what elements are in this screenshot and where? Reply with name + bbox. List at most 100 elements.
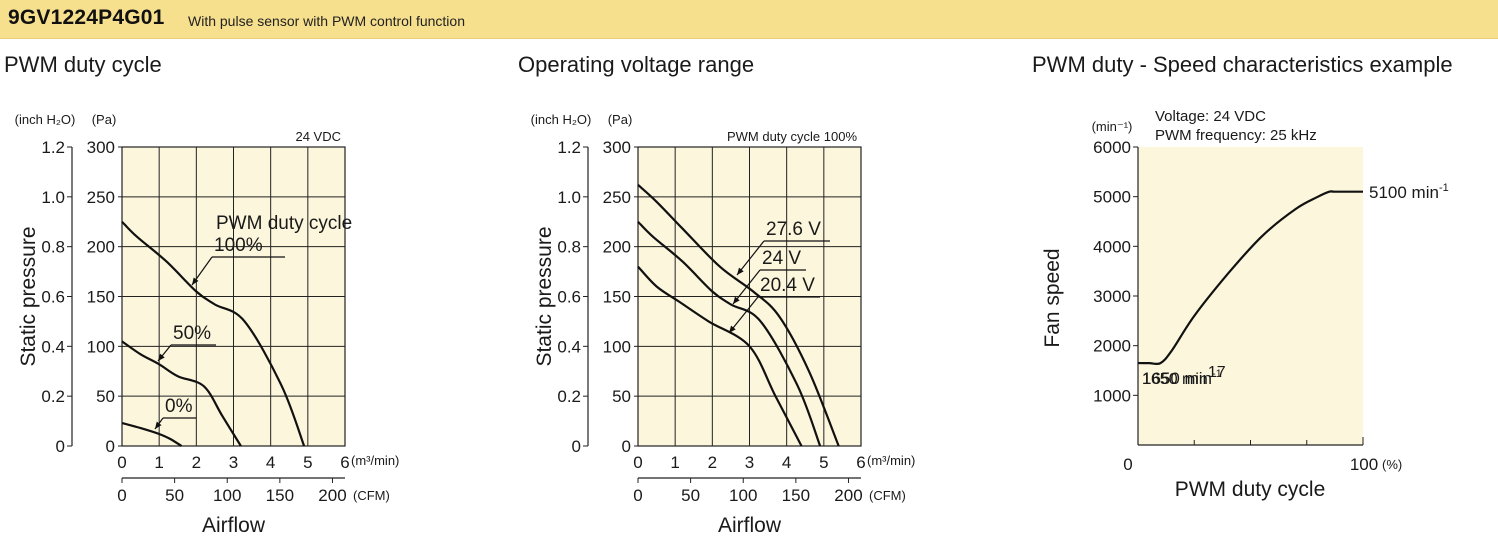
chart1-y2tick-label: 0.6 bbox=[41, 288, 65, 307]
chart3-xlabel: PWM duty cycle bbox=[1175, 478, 1326, 501]
chart2-y-unit: (Pa) bbox=[608, 112, 633, 127]
chart3-ytick-label: 6000 bbox=[1093, 138, 1131, 157]
chart1-ytick-label: 50 bbox=[96, 387, 115, 406]
chart1-xtick-label: 3 bbox=[229, 453, 238, 472]
chart1-x2tick-label: 0 bbox=[117, 486, 126, 505]
chart1-xtick-label: 1 bbox=[154, 453, 163, 472]
chart3-xtick-label-100: 100 bbox=[1350, 455, 1378, 474]
chart2-y2tick-label: 0 bbox=[572, 437, 581, 456]
chart2-series-2-line bbox=[637, 265, 803, 447]
chart2-arrow-0 bbox=[736, 240, 765, 276]
chart2-arrow-1-head bbox=[733, 296, 740, 304]
chart1-x2tick-label: 100 bbox=[213, 486, 241, 505]
chart1-ytick-label: 150 bbox=[87, 288, 115, 307]
chart2-series-1-line bbox=[637, 220, 822, 447]
chart3-ytick-label: 3000 bbox=[1093, 287, 1131, 306]
model-description: With pulse sensor with PWM control funct… bbox=[188, 13, 465, 29]
chart1-xtick-label: 5 bbox=[303, 453, 312, 472]
chart3-xtick-label-0: 0 bbox=[1123, 455, 1132, 474]
chart2-arrow-2-head bbox=[729, 325, 736, 333]
chart1-condition: 24 VDC bbox=[295, 129, 341, 144]
chart2-condition: PWM duty cycle 100% bbox=[727, 129, 857, 144]
chart1-title: PWM duty cycle bbox=[4, 52, 162, 77]
chart2-y2tick-label: 0.6 bbox=[557, 288, 581, 307]
chart2-y2-unit: (inch H₂O) bbox=[531, 112, 592, 127]
chart2-y2tick-label: 0.8 bbox=[557, 238, 581, 257]
chart2-x2tick-label: 100 bbox=[729, 486, 757, 505]
chart2-xlabel: Airflow bbox=[718, 514, 782, 537]
chart1-y2tick-label: 1.0 bbox=[41, 188, 65, 207]
chart2-ylabel: Static pressure bbox=[533, 226, 556, 366]
chart2-ytick-label: 100 bbox=[603, 337, 631, 356]
chart3-ytick-label: 1000 bbox=[1093, 386, 1131, 405]
chart1-xtick-label: 2 bbox=[192, 453, 201, 472]
chart3-note-voltage: Voltage: 24 VDC bbox=[1155, 108, 1266, 125]
chart2-ytick-label: 50 bbox=[612, 387, 631, 406]
chart2-title: Operating voltage range bbox=[518, 52, 755, 77]
chart2-arrow-2 bbox=[728, 296, 759, 334]
chart2-xtick-label: 4 bbox=[782, 453, 791, 472]
chart1-ytick-label: 250 bbox=[87, 188, 115, 207]
model-number: 9GV1224P4G01 bbox=[8, 6, 165, 29]
chart2-xtick-label: 2 bbox=[708, 453, 717, 472]
chart1-label-50: 50% bbox=[173, 323, 211, 344]
chart3-title: PWM duty - Speed characteristics example bbox=[1032, 52, 1453, 77]
chart1-xlabel: Airflow bbox=[202, 514, 266, 537]
chart1-ytick-label: 300 bbox=[87, 138, 115, 157]
chart1-series-2-line bbox=[121, 422, 183, 447]
chart1-arrow-0-head bbox=[155, 421, 162, 429]
chart2-ytick-label: 300 bbox=[603, 138, 631, 157]
chart1-y2-unit: (inch H₂O) bbox=[15, 112, 76, 127]
chart2-x2tick-label: 50 bbox=[681, 486, 700, 505]
chart1-y2tick-label: 1.2 bbox=[41, 138, 65, 157]
chart2-ytick-label: 150 bbox=[603, 288, 631, 307]
chart3-x-unit: (%) bbox=[1382, 457, 1402, 472]
chart2-ytick-label: 200 bbox=[603, 238, 631, 257]
chart2-xtick-label: 6 bbox=[856, 453, 865, 472]
chart1-x2-unit: (CFM) bbox=[353, 488, 390, 503]
chart3-y-unit: (min⁻¹) bbox=[1092, 119, 1133, 134]
chart3-ytick-label: 2000 bbox=[1093, 337, 1131, 356]
chart1-y2tick-label: 0.4 bbox=[41, 337, 65, 356]
chart3-annotation-min: 1650 min-1 bbox=[1142, 368, 1222, 388]
chart3-plot-area bbox=[1138, 147, 1363, 445]
chart2-x-unit: (m³/min) bbox=[867, 453, 915, 468]
chart1-x2tick-label: 50 bbox=[165, 486, 184, 505]
chart1-legend-title: PWM duty cycle bbox=[216, 213, 352, 234]
chart1-xtick-label: 0 bbox=[117, 453, 126, 472]
chart1-label-100: 100% bbox=[214, 235, 263, 256]
chart1-xtick-label: 6 bbox=[340, 453, 349, 472]
chart3-note-frequency: PWM frequency: 25 kHz bbox=[1155, 127, 1317, 144]
chart2-arrow-1 bbox=[732, 269, 761, 305]
chart2-label-2: 20.4 V bbox=[760, 275, 815, 296]
chart1-y2tick-label: 0.8 bbox=[41, 238, 65, 257]
chart2-ytick-label: 250 bbox=[603, 188, 631, 207]
chart1-xtick-label: 4 bbox=[266, 453, 275, 472]
chart1-ytick-label: 200 bbox=[87, 238, 115, 257]
chart2-y2tick-label: 1.2 bbox=[557, 138, 581, 157]
chart2-xtick-label: 1 bbox=[670, 453, 679, 472]
chart1-label-0: 0% bbox=[165, 396, 193, 417]
chart1-x-unit: (m³/min) bbox=[351, 453, 399, 468]
chart2-x2tick-label: 0 bbox=[633, 486, 642, 505]
chart2-xtick-label: 5 bbox=[819, 453, 828, 472]
chart1-arrow-100-head bbox=[192, 277, 199, 285]
chart1-x2tick-label: 150 bbox=[266, 486, 294, 505]
chart2-xtick-label: 0 bbox=[633, 453, 642, 472]
chart1-y-unit: (Pa) bbox=[92, 112, 117, 127]
model-banner: 9GV1224P4G01 With pulse sensor with PWM … bbox=[0, 0, 1498, 39]
chart1-y2tick-label: 0 bbox=[56, 437, 65, 456]
chart2-xtick-label: 3 bbox=[745, 453, 754, 472]
chart2-x2-unit: (CFM) bbox=[869, 488, 906, 503]
chart2-y2tick-label: 0.2 bbox=[557, 387, 581, 406]
chart1-ylabel: Static pressure bbox=[17, 226, 40, 366]
chart3-series-line bbox=[1137, 190, 1363, 366]
chart3-annotation-max: 5100 min-1 bbox=[1369, 182, 1449, 202]
chart2-y2tick-label: 1.0 bbox=[557, 188, 581, 207]
chart3-ytick-label: 4000 bbox=[1093, 237, 1131, 256]
chart2-y2tick-label: 0.4 bbox=[557, 337, 581, 356]
chart1-series-0-line bbox=[121, 220, 306, 447]
chart1-y2tick-label: 0.2 bbox=[41, 387, 65, 406]
chart2-x2tick-label: 200 bbox=[834, 486, 862, 505]
